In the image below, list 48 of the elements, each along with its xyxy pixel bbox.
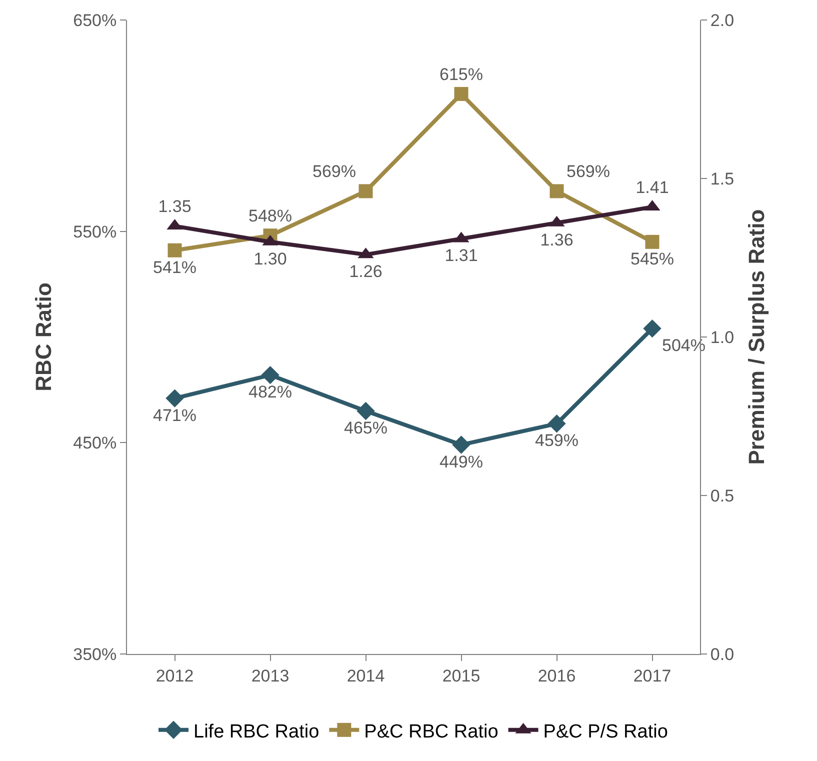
data-label: 615%	[440, 64, 483, 84]
data-label: 459%	[535, 431, 578, 450]
point	[550, 184, 564, 198]
point	[168, 243, 182, 258]
y-tick-label: 350%	[73, 644, 117, 664]
data-label: 1.26	[349, 262, 382, 282]
y2-tick-label: 1.5	[710, 169, 734, 188]
legend-label: P&C P/S Ratio	[543, 721, 668, 742]
data-label: 1.36	[540, 230, 574, 250]
y2-tick-label: 2.0	[710, 10, 734, 30]
data-label: 548%	[248, 206, 292, 226]
data-label: 1.41	[636, 178, 669, 198]
data-label: 545%	[630, 249, 674, 268]
point	[452, 436, 470, 454]
legend-label: Life RBC Ratio	[194, 721, 320, 742]
data-label: 465%	[344, 418, 388, 438]
legend-label: P&C RBC Ratio	[364, 721, 498, 742]
data-label: 569%	[312, 162, 356, 182]
x-tick-label: 2015	[442, 666, 480, 686]
y2-tick-label: 0.5	[710, 486, 734, 506]
point	[356, 402, 375, 420]
x-tick-label: 2017	[633, 666, 672, 686]
data-label: 541%	[153, 258, 196, 277]
x-tick-label: 2014	[346, 666, 385, 686]
y2-tick-label: 1.0	[710, 328, 734, 347]
data-label: 569%	[566, 162, 610, 182]
x-tick-label: 2013	[251, 666, 290, 686]
y-tick-label: 450%	[73, 434, 117, 453]
x-tick-label: 2012	[156, 666, 194, 686]
point	[645, 234, 660, 249]
point	[358, 184, 373, 198]
point	[548, 414, 566, 433]
x-tick-label: 2016	[538, 666, 576, 686]
data-label: 449%	[440, 452, 483, 472]
y-axis-title: RBC Ratio	[30, 282, 56, 392]
y2-axis-title: Premium / Surplus Ratio	[744, 209, 769, 465]
data-label: 1.30	[254, 249, 287, 268]
y-tick-label: 650%	[73, 10, 117, 30]
data-label: 1.35	[158, 197, 192, 216]
y-tick-label: 550%	[73, 222, 117, 242]
point	[454, 86, 468, 101]
point	[166, 389, 184, 408]
y2-tick-label: 0.0	[710, 644, 734, 664]
point	[261, 366, 280, 384]
data-label: 482%	[248, 382, 292, 402]
data-label: 471%	[153, 406, 196, 425]
point	[643, 319, 662, 338]
data-label: 1.31	[444, 246, 478, 266]
